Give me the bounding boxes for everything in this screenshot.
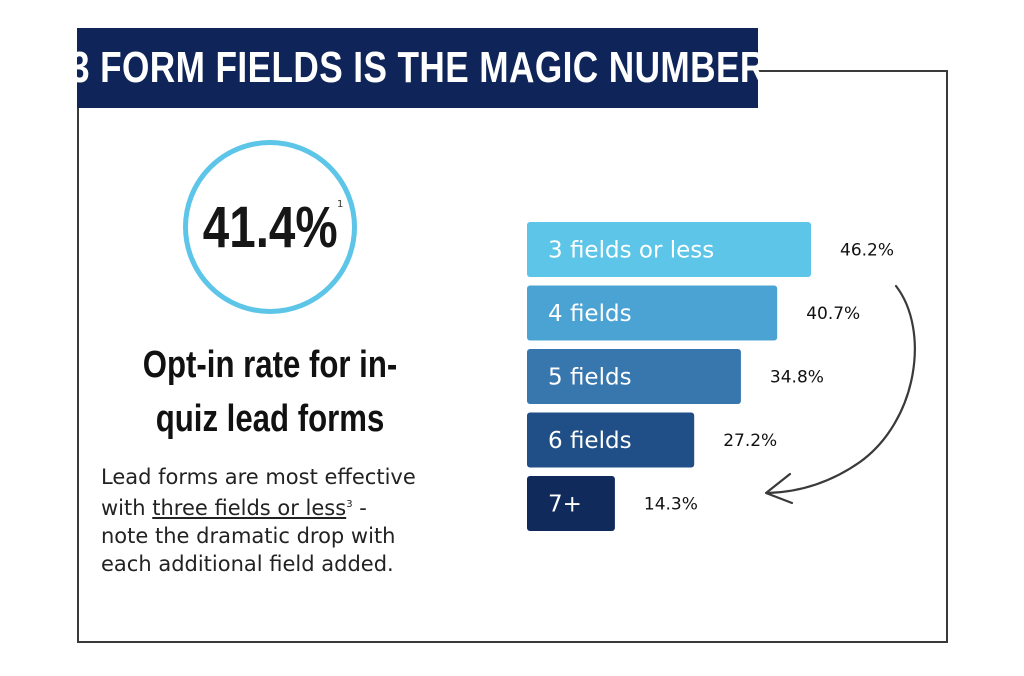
- bar-value-label: 40.7%: [806, 304, 860, 324]
- description-line-3: note the dramatic drop with: [101, 524, 396, 548]
- bars-group: 3 fields or less 46.2% 4 fields 40.7% 5 fiel…: [527, 222, 894, 531]
- bar-category-label: 4 fields: [548, 301, 632, 327]
- title-banner: 3 FORM FIELDS IS THE MAGIC NUMBER: [70, 28, 765, 108]
- arrow-head-icon: [764, 472, 794, 505]
- bar-5: [527, 476, 615, 531]
- bar-category-label: 5 fields: [548, 365, 632, 391]
- description-line-1: Lead forms are most effective: [101, 465, 416, 489]
- three-fields-link: three fields or less: [152, 496, 347, 520]
- description-suffix: -: [352, 496, 367, 520]
- subheading-line-1: Opt-in rate for in-: [142, 344, 398, 386]
- bar-category-label: 6 fields: [548, 428, 632, 454]
- page-title: 3 FORM FIELDS IS THE MAGIC NUMBER: [69, 43, 766, 92]
- bar-value-label: 34.8%: [770, 368, 824, 388]
- description-line-4: each additional field added.: [101, 552, 394, 576]
- description-line-2: with three fields or less3 -: [101, 491, 461, 522]
- bar-1: [527, 222, 811, 277]
- stat-value: 41.4%: [202, 194, 338, 260]
- bar-2: [527, 285, 778, 341]
- subheading-line-2: quiz lead forms: [155, 398, 385, 440]
- bar-4: [527, 412, 695, 468]
- description-prefix: with: [101, 496, 153, 520]
- stat-subheading: Opt-in rate for in- quiz lead forms: [100, 338, 440, 446]
- bar-category-label: 7+: [548, 492, 582, 518]
- bar-value-label: 27.2%: [723, 431, 777, 451]
- description: Lead forms are most effective with three…: [101, 463, 461, 578]
- bar-category-label: 3 fields or less: [548, 238, 714, 264]
- stat-circle: 41.4%: [183, 140, 357, 314]
- stat-footnote: 1: [337, 199, 344, 210]
- bar-value-label: 14.3%: [644, 495, 698, 515]
- bar-3: [527, 349, 741, 404]
- description-footnote: 3: [346, 499, 353, 510]
- curved-arrow-icon: [766, 284, 916, 495]
- bar-value-label: 46.2%: [840, 241, 894, 261]
